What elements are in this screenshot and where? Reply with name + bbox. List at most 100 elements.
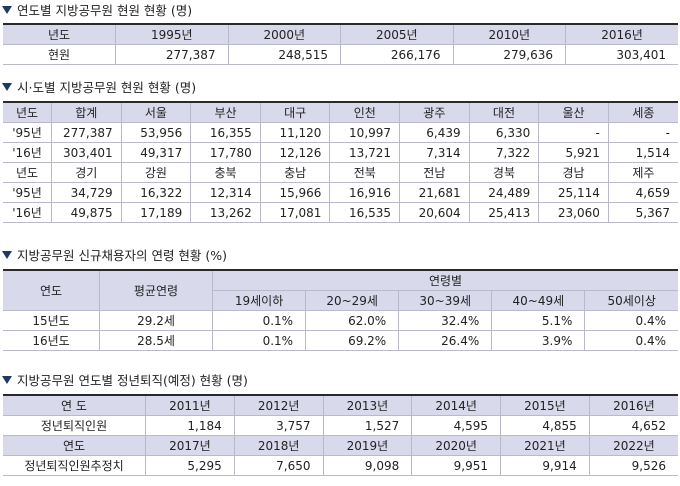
triangle-bullet-icon: [2, 251, 12, 259]
header-cell: 전남: [399, 162, 470, 183]
header-cell: 2011년: [145, 394, 235, 416]
value-cell: 25,114: [538, 182, 609, 203]
row-label: 정년퇴직인원추정치: [3, 455, 146, 476]
row-label: 15년도: [3, 310, 100, 331]
table-header-row: 년도 1995년 2000년 2005년 2010년 2016년: [3, 23, 678, 45]
value-cell: 3,757: [233, 415, 324, 436]
row-label: 16년도: [3, 330, 100, 351]
value-cell: 17,189: [120, 202, 192, 223]
triangle-bullet-icon: [2, 6, 12, 14]
row-label: 현원: [3, 44, 116, 65]
header-cell: 강원: [120, 162, 192, 183]
table-row: '95년 34,729 16,322 12,314 15,966 16,916 …: [3, 182, 678, 203]
value-cell: 4,855: [500, 415, 590, 436]
value-cell: 25,413: [468, 202, 540, 223]
value-cell: 4,659: [607, 182, 678, 203]
header-cell: 2021년: [500, 435, 590, 456]
header-cell: 2010년: [452, 23, 566, 45]
value-cell: -: [607, 122, 678, 143]
value-cell: 0.4%: [584, 310, 678, 331]
section-title-yearly-staff: 연도별 지방공무원 현원 현황 (명): [2, 3, 192, 19]
table-row: 15년도 29.2세 0.1% 62.0% 32.4% 5.1% 0.4%: [3, 310, 678, 331]
value-cell: 20,604: [399, 202, 470, 223]
value-cell: 24,489: [468, 182, 540, 203]
value-cell: 34,729: [51, 182, 122, 203]
table-row: 현원 277,387 248,515 266,176 279,636 303,4…: [3, 44, 678, 65]
value-cell: 6,330: [468, 122, 540, 143]
table-row: 정년퇴직인원 1,184 3,757 1,527 4,595 4,855 4,6…: [3, 415, 678, 436]
header-cell: 연도: [3, 269, 100, 311]
value-cell: 21,681: [399, 182, 470, 203]
header-cell: 충남: [259, 162, 331, 183]
header-cell: 연 도: [3, 394, 146, 416]
value-cell: 9,526: [588, 455, 678, 476]
header-cell: 40~49세: [491, 290, 586, 311]
value-cell: -: [538, 122, 609, 143]
table-subheader-row: 년도 경기 강원 충북 충남 전북 전남 경북 경남 제주: [3, 162, 678, 183]
header-cell: 경북: [468, 162, 540, 183]
value-cell: 303,401: [51, 142, 122, 163]
header-cell: 서울: [120, 101, 192, 123]
header-cell: 연도: [3, 435, 146, 456]
value-cell: 9,951: [411, 455, 501, 476]
header-cell: 2022년: [588, 435, 678, 456]
value-cell: 26.4%: [398, 330, 493, 351]
header-cell: 울산: [538, 101, 609, 123]
header-cell: 50세이상: [584, 290, 678, 311]
value-cell: 12,126: [259, 142, 331, 163]
value-cell: 9,098: [322, 455, 413, 476]
value-cell: 277,387: [115, 44, 229, 65]
value-cell: 303,401: [565, 44, 678, 65]
value-cell: 12,314: [190, 182, 261, 203]
value-cell: 13,262: [190, 202, 261, 223]
row-label: '16년: [3, 142, 52, 163]
row-label: '95년: [3, 122, 52, 143]
value-cell: 266,176: [340, 44, 454, 65]
header-cell: 세종: [607, 101, 678, 123]
table-header-row: 년도 합계 서울 부산 대구 인천 광주 대전 울산 세종: [3, 101, 678, 123]
row-label: '16년: [3, 202, 52, 223]
regional-staff-table: 년도 합계 서울 부산 대구 인천 광주 대전 울산 세종 '95년 277,3…: [3, 101, 678, 223]
value-cell: 3.9%: [491, 330, 586, 351]
header-cell: 2013년: [322, 394, 413, 416]
header-cell: 20~29세: [305, 290, 400, 311]
value-cell: 49,875: [51, 202, 122, 223]
header-cell: 대구: [259, 101, 331, 123]
value-cell: 11,120: [259, 122, 331, 143]
value-cell: 49,317: [120, 142, 192, 163]
value-cell: 1,514: [607, 142, 678, 163]
value-cell: 32.4%: [398, 310, 493, 331]
header-cell: 전북: [329, 162, 401, 183]
table-row: 16년도 28.5세 0.1% 69.2% 26.4% 3.9% 0.4%: [3, 330, 678, 351]
value-cell: 17,081: [259, 202, 331, 223]
header-cell: 2012년: [233, 394, 324, 416]
section-title-retirement: 지방공무원 연도별 정년퇴직(예정) 현황 (명): [2, 373, 248, 389]
yearly-staff-table: 년도 1995년 2000년 2005년 2010년 2016년 현원 277,…: [3, 23, 678, 65]
header-cell: 2017년: [145, 435, 235, 456]
table-header-row: 연도 평균연령 연령별: [3, 269, 678, 311]
value-cell: 5,295: [145, 455, 235, 476]
header-cell: 인천: [329, 101, 401, 123]
header-cell: 충북: [190, 162, 261, 183]
header-cell: 년도: [3, 162, 52, 183]
value-cell: 53,956: [120, 122, 192, 143]
value-cell: 15,966: [259, 182, 331, 203]
header-cell: 연령별: [212, 269, 678, 291]
value-cell: 7,650: [233, 455, 324, 476]
value-cell: 16,535: [329, 202, 401, 223]
value-cell: 6,439: [399, 122, 470, 143]
value-cell: 5,367: [607, 202, 678, 223]
value-cell: 7,322: [468, 142, 540, 163]
value-cell: 1,527: [322, 415, 413, 436]
value-cell: 10,997: [329, 122, 401, 143]
value-cell: 277,387: [51, 122, 122, 143]
table-row: 정년퇴직인원추정치 5,295 7,650 9,098 9,951 9,914 …: [3, 455, 678, 476]
header-cell: 2015년: [500, 394, 590, 416]
value-cell: 4,595: [411, 415, 501, 436]
header-cell: 2005년: [340, 23, 454, 45]
triangle-bullet-icon: [2, 83, 12, 91]
header-cell: 2016년: [565, 23, 678, 45]
header-cell: 2000년: [227, 23, 341, 45]
table-row: '16년 49,875 17,189 13,262 17,081 16,535 …: [3, 202, 678, 223]
header-cell: 2019년: [322, 435, 413, 456]
